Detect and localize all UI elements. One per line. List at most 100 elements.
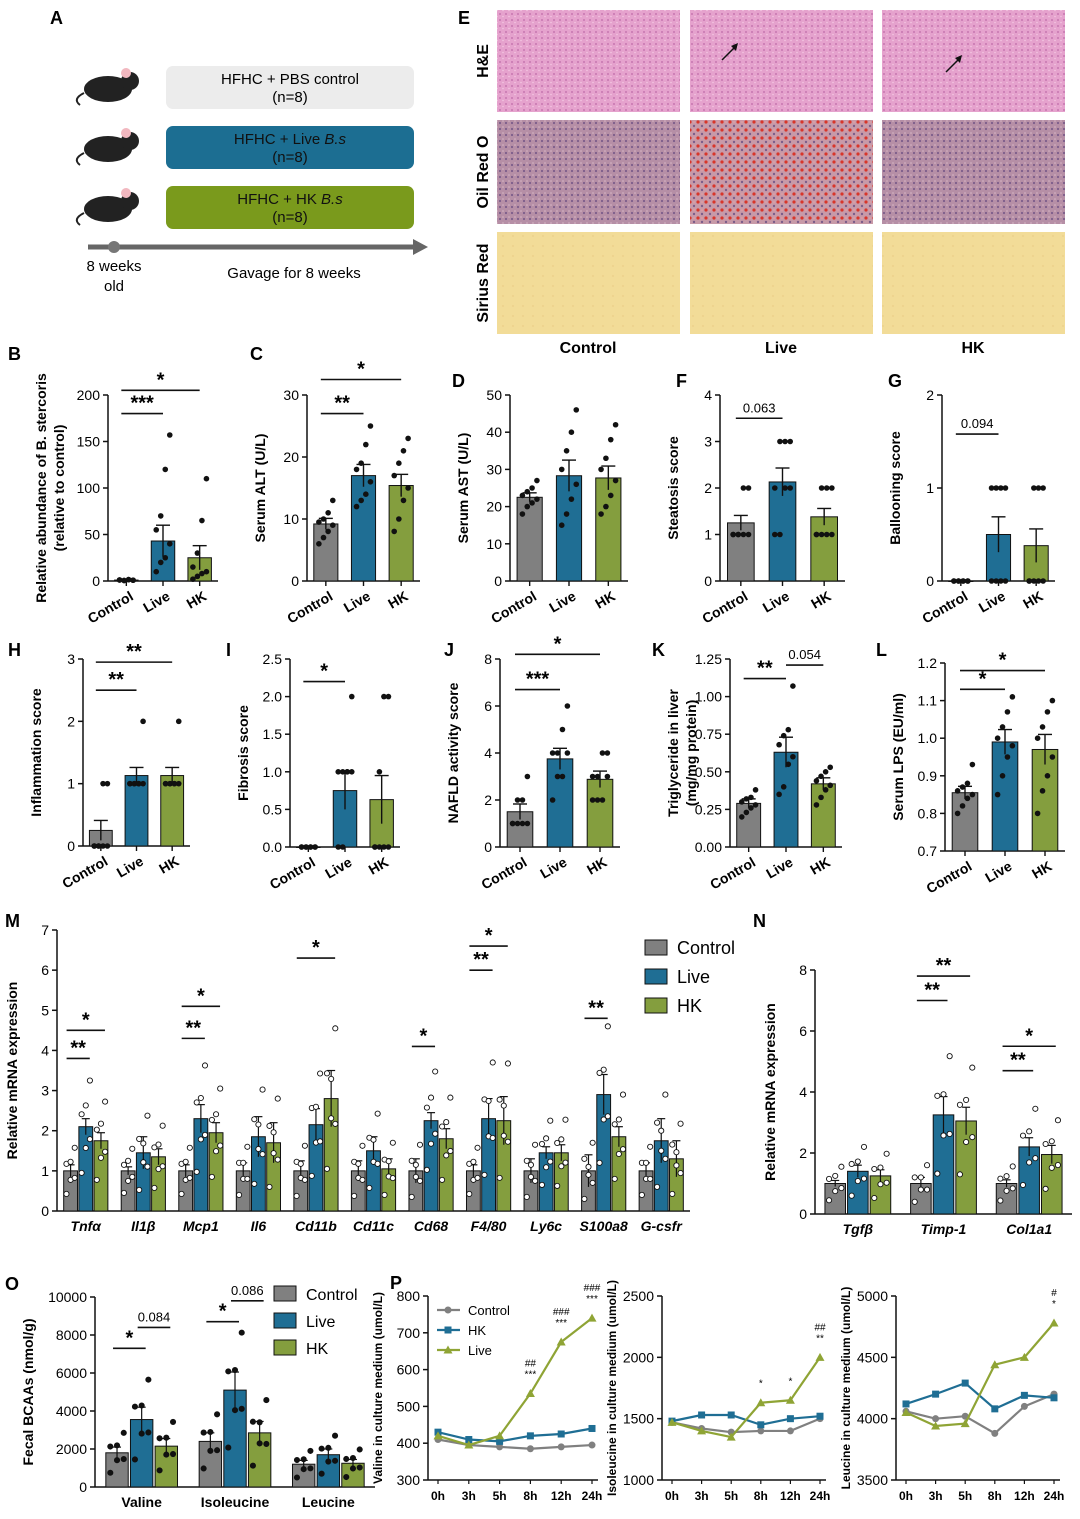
x-tick-label: 5h — [958, 1489, 972, 1503]
y-axis-label: Fecal BCAAs (nmol/g) — [20, 1318, 36, 1465]
x-tick-label: 3h — [462, 1489, 476, 1503]
data-point — [159, 1122, 166, 1129]
data-point — [822, 769, 829, 775]
data-point — [129, 1173, 136, 1180]
x-tick-label: Leucine — [302, 1494, 355, 1510]
bar-live — [768, 481, 797, 582]
panel-letter: K — [652, 640, 665, 660]
data-point — [538, 1181, 546, 1188]
data-point — [301, 1142, 308, 1149]
x-tick-label: Live — [341, 588, 373, 616]
chart-panel-p2: 1000 1500 2000 2500 Isoleucine in culture me… — [605, 1280, 830, 1503]
x-tick-label: Isoleucine — [201, 1494, 270, 1510]
data-point — [200, 1465, 207, 1472]
data-point — [959, 803, 966, 809]
y-tick-label: 1 — [67, 776, 75, 792]
data-point — [201, 1062, 209, 1069]
age-label-1: 8 weeks — [86, 258, 141, 275]
data-point — [266, 1122, 273, 1129]
data-point — [474, 1174, 481, 1181]
y-tick-label: 30 — [486, 461, 502, 477]
data-point — [372, 844, 378, 850]
data-point — [140, 1140, 147, 1147]
data-point — [934, 1170, 941, 1177]
series-point-hk — [757, 1421, 765, 1429]
data-point — [151, 1184, 158, 1191]
data-point — [270, 1129, 277, 1136]
significance-label: * — [999, 650, 1007, 672]
significance-label: * — [1052, 1299, 1056, 1310]
data-point — [532, 1141, 539, 1148]
data-point — [385, 693, 392, 700]
y-tick-label: 10000 — [48, 1289, 87, 1305]
data-point — [376, 769, 383, 775]
legend-panel-o: Control Live HK — [273, 1285, 358, 1358]
data-point — [116, 577, 123, 583]
data-point — [777, 531, 783, 538]
data-point — [332, 1457, 339, 1464]
data-point — [642, 1159, 650, 1166]
significance-label: # — [1051, 1288, 1057, 1299]
data-point — [600, 1116, 607, 1123]
data-point — [1040, 578, 1046, 584]
data-point — [97, 1120, 105, 1127]
x-tick-label: Cd11b — [295, 1218, 337, 1234]
data-point — [1009, 694, 1016, 700]
data-point — [356, 1446, 363, 1453]
arrow-head-icon — [731, 43, 738, 51]
data-point — [127, 780, 133, 787]
data-point — [780, 732, 787, 739]
data-point — [348, 769, 355, 775]
data-point — [1004, 754, 1011, 760]
data-point — [823, 531, 830, 538]
y-tick-label: 0.75 — [695, 726, 722, 742]
panel-letter: C — [250, 344, 263, 364]
data-point — [998, 578, 1004, 584]
chart-panel-f: F 0 1 2 3 4 Steatosis score Control Live HK 0.063 — [665, 371, 845, 626]
data-point — [825, 1197, 833, 1204]
data-point — [848, 1192, 855, 1199]
series-point-hk — [932, 1390, 940, 1398]
data-point — [166, 541, 173, 547]
significance-label: ** — [70, 1037, 86, 1059]
data-point — [619, 1091, 627, 1098]
data-point — [145, 1429, 152, 1436]
y-tick-label: 0 — [484, 839, 492, 855]
significance-label: * — [82, 1009, 90, 1031]
panel-letter: J — [444, 640, 454, 660]
data-point — [822, 787, 829, 793]
data-point — [190, 576, 196, 582]
data-point — [877, 1181, 884, 1188]
data-point — [256, 1419, 263, 1426]
x-tick-label: Live — [763, 854, 795, 882]
significance-label: ### — [584, 1283, 601, 1294]
data-point — [443, 1152, 450, 1159]
data-point — [307, 1447, 314, 1454]
data-point — [344, 769, 351, 775]
group-pbs-line1: HFHC + PBS control — [221, 71, 359, 88]
x-tick-label: Live — [982, 858, 1014, 886]
data-point — [329, 497, 336, 504]
legend-marker-live — [443, 1345, 453, 1354]
data-point — [589, 773, 596, 780]
y-axis-label: Valine in culture medium (umol/L) — [371, 1292, 385, 1484]
data-point — [813, 778, 820, 784]
panel-letter: L — [876, 640, 887, 660]
data-point — [1042, 1185, 1049, 1192]
data-point — [534, 477, 540, 484]
significance-label: ** — [108, 669, 124, 691]
y-tick-label: 20 — [283, 449, 299, 465]
col-label-hk: HK — [961, 340, 985, 357]
data-point — [405, 435, 411, 442]
data-point — [954, 810, 961, 817]
data-point — [745, 531, 752, 538]
data-point — [102, 1148, 109, 1155]
data-point — [1019, 1181, 1027, 1189]
data-point — [1003, 1173, 1010, 1180]
data-point — [93, 1176, 100, 1183]
arrow-head-icon — [955, 55, 962, 63]
data-point — [156, 1467, 163, 1474]
chart-panel-g: G 0 1 2 Ballooning score Control Live HK 0.094 — [887, 371, 1055, 626]
data-point — [131, 1403, 138, 1410]
data-point — [359, 1176, 366, 1183]
